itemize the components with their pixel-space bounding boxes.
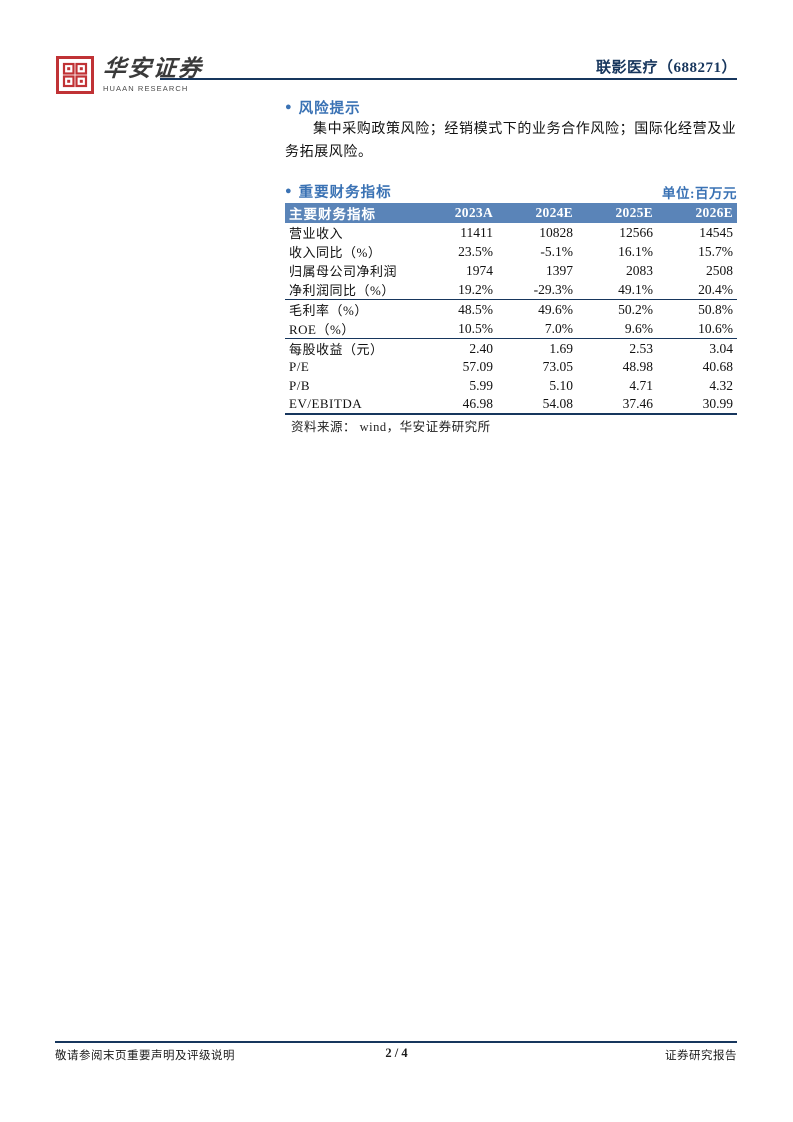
page-number: 2 / 4 <box>385 1046 408 1060</box>
row-label: 毛利率（%） <box>289 303 368 318</box>
cell-value: -29.3% <box>497 280 577 300</box>
cell-value: 49.6% <box>538 301 573 317</box>
table-header-cell: 主要财务指标 <box>285 203 417 223</box>
table-header-cell: 2026E <box>657 203 737 223</box>
cell-value: 16.1% <box>618 243 653 259</box>
cell-value: 5.99 <box>469 378 493 394</box>
row-label: P/E <box>289 359 310 375</box>
risk-heading-text: 风险提示 <box>298 101 361 117</box>
cell-value: 48.5% <box>458 301 493 317</box>
cell-value: 50.2% <box>618 301 653 317</box>
cell-value: 50.8% <box>698 301 733 317</box>
risk-section-heading: ● 风险提示 <box>285 97 361 118</box>
table-header-row: 主要财务指标 2023A 2024E 2025E 2026E <box>285 203 737 223</box>
table-row: 毛利率（%） 48.5% 49.6% 50.2% 50.8% <box>285 300 737 320</box>
cell-value: 23.5% <box>458 243 493 259</box>
table-row: 每股收益（元） 2.40 1.69 2.53 3.04 <box>285 339 737 359</box>
source-note: 资料来源： wind，华安证券研究所 <box>291 420 491 434</box>
huaan-seal-icon <box>56 56 94 94</box>
cell-value: 37.46 <box>577 395 657 416</box>
table-header-cell: 2024E <box>497 203 577 223</box>
footer-report-type: 证券研究报告 <box>665 1050 737 1062</box>
table-row: EV/EBITDA 46.98 54.08 37.46 30.99 <box>285 395 737 416</box>
risk-body-paragraph: 集中采购政策风险；经销模式下的业务合作风险；国际化经营及业务拓展风险。 <box>285 122 737 160</box>
footer-rule <box>55 1041 737 1043</box>
unit-label: 单位:百万元 <box>662 185 737 201</box>
cell-value: 20.4% <box>657 280 737 300</box>
cell-value: -5.1% <box>540 243 573 259</box>
cell-value: 40.68 <box>702 359 733 375</box>
cell-value: 2508 <box>706 262 733 278</box>
table-row: 归属母公司净利润 1974 1397 2083 2508 <box>285 261 737 280</box>
table-row: P/E 57.09 73.05 48.98 40.68 <box>285 358 737 377</box>
bullet-icon: ● <box>285 185 292 197</box>
cell-value: 14545 <box>699 224 733 240</box>
cell-value: 11411 <box>460 224 493 240</box>
financials-section-heading: ● 重要财务指标 <box>285 181 392 202</box>
row-label: 收入同比（%） <box>289 245 382 260</box>
cell-value: 10.6% <box>657 319 737 339</box>
bullet-icon: ● <box>285 101 292 113</box>
row-label: 每股收益（元） <box>289 342 384 357</box>
row-label: P/B <box>289 378 311 394</box>
table-header-cell: 2023A <box>417 203 497 223</box>
cell-value: 46.98 <box>417 395 497 416</box>
cell-value: 12566 <box>619 224 653 240</box>
brand-name-en: HUAAN RESEARCH <box>103 84 189 93</box>
table-row: 净利润同比（%） 19.2% -29.3% 49.1% 20.4% <box>285 280 737 300</box>
table-header-cell: 2025E <box>577 203 657 223</box>
cell-value: 1397 <box>546 262 573 278</box>
cell-value: 54.08 <box>497 395 577 416</box>
cell-value: 5.10 <box>549 378 573 394</box>
cell-value: 4.32 <box>709 378 733 394</box>
cell-value: 2083 <box>626 262 653 278</box>
row-label: 净利润同比（%） <box>285 280 417 300</box>
cell-value: 48.98 <box>622 359 653 375</box>
cell-value: 19.2% <box>417 280 497 300</box>
cell-value: 3.04 <box>709 340 733 356</box>
table-row: ROE（%） 10.5% 7.0% 9.6% 10.6% <box>285 319 737 339</box>
table-row: 营业收入 11411 10828 12566 14545 <box>285 223 737 242</box>
cell-value: 15.7% <box>698 243 733 259</box>
cell-value: 10.5% <box>417 319 497 339</box>
table-row: 收入同比（%） 23.5% -5.1% 16.1% 15.7% <box>285 242 737 261</box>
row-label: ROE（%） <box>285 319 417 339</box>
financials-heading-row: ● 重要财务指标 单位:百万元 <box>285 181 737 202</box>
row-label: EV/EBITDA <box>285 395 417 416</box>
huaan-logo: 华安证券 HUAAN RESEARCH <box>56 55 204 94</box>
stock-title: 联影医疗（688271） <box>595 60 737 76</box>
table-row: P/B 5.99 5.10 4.71 4.32 <box>285 377 737 396</box>
cell-value: 57.09 <box>462 359 493 375</box>
row-label: 营业收入 <box>289 226 344 241</box>
header-rule <box>160 78 737 80</box>
footer-disclaimer: 敬请参阅末页重要声明及评级说明 <box>55 1050 235 1062</box>
cell-value: 49.1% <box>577 280 657 300</box>
cell-value: 9.6% <box>577 319 657 339</box>
cell-value: 4.71 <box>629 378 653 394</box>
row-label: 归属母公司净利润 <box>289 264 398 279</box>
cell-value: 2.40 <box>469 340 493 356</box>
cell-value: 2.53 <box>629 340 653 356</box>
cell-value: 73.05 <box>542 359 573 375</box>
cell-value: 1974 <box>466 262 493 278</box>
cell-value: 7.0% <box>497 319 577 339</box>
financials-table: 主要财务指标 2023A 2024E 2025E 2026E 营业收入 1141… <box>285 203 737 416</box>
cell-value: 1.69 <box>549 340 573 356</box>
financials-heading-text: 重要财务指标 <box>298 185 392 201</box>
cell-value: 10828 <box>539 224 573 240</box>
brand-text: 华安证券 HUAAN RESEARCH <box>102 55 204 93</box>
cell-value: 30.99 <box>657 395 737 416</box>
